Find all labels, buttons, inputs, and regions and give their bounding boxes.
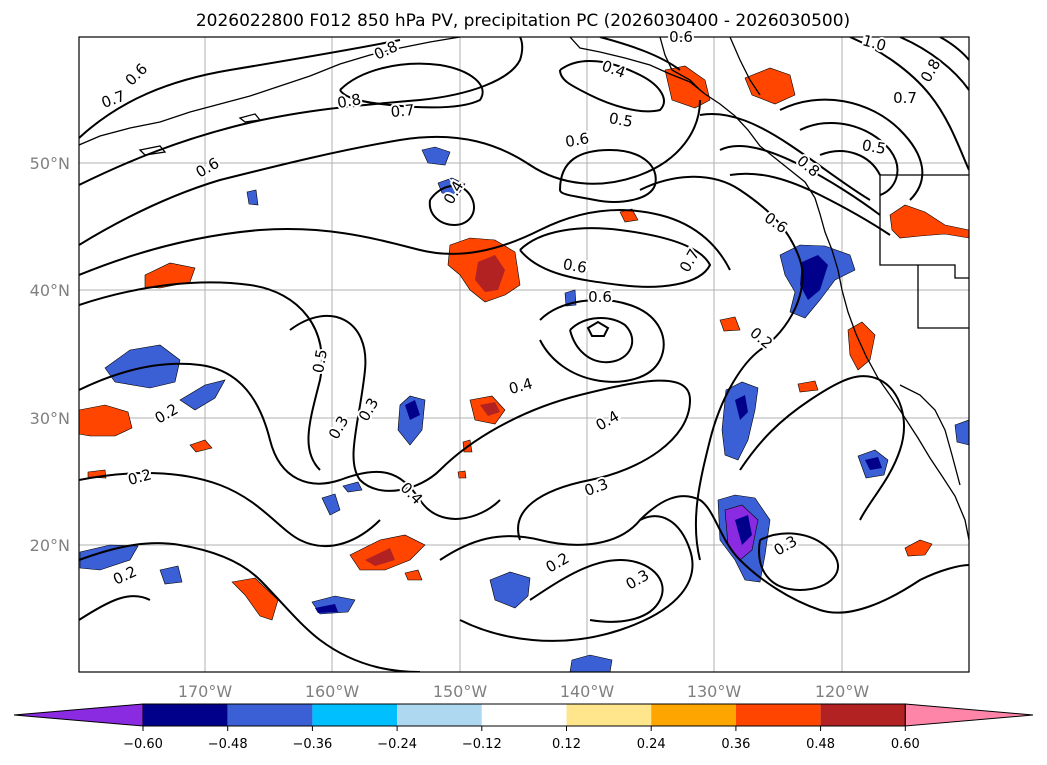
contour-label: 0.7	[893, 89, 917, 107]
map-area	[79, 37, 969, 672]
contour-label: 0.6	[669, 28, 693, 46]
lon-label-120w: 120°W	[815, 682, 870, 701]
colorbar-tick-label: 0.36	[721, 737, 750, 752]
colorbar-segment	[143, 704, 228, 726]
colorbar-segment	[735, 704, 821, 726]
lat-label-20n: 20°N	[30, 536, 70, 555]
colorbar-extend-left	[13, 703, 144, 727]
colorbar-tick-label: 0.12	[552, 737, 581, 752]
gridlines	[79, 37, 969, 672]
lon-label-150w: 150°W	[433, 682, 488, 701]
contour-label: 0.6	[588, 288, 612, 306]
colorbar: −0.60 −0.48 −0.36 −0.24 −0.12 0.12 0.24 0.36 0.4…	[13, 703, 1034, 752]
lat-label-50n: 50°N	[30, 154, 70, 173]
lat-label-40n: 40°N	[30, 281, 70, 300]
colorbar-segment	[566, 704, 652, 726]
map-content	[79, 37, 969, 672]
lon-label-140w: 140°W	[560, 682, 615, 701]
colorbar-segment	[820, 704, 906, 726]
lon-label-170w: 170°W	[178, 682, 233, 701]
colorbar-segment	[397, 704, 482, 726]
figure-title: 2026022800 F012 850 hPa PV, precipitatio…	[196, 11, 850, 31]
map-frame	[78, 36, 970, 673]
colorbar-extend-right	[904, 703, 1034, 727]
colorbar-tick-label: −0.24	[377, 737, 417, 752]
lon-label-160w: 160°W	[305, 682, 360, 701]
colorbar-segment	[481, 704, 567, 726]
colorbar-tick-label: −0.48	[208, 737, 248, 752]
lon-label-130w: 130°W	[687, 682, 742, 701]
colorbar-tick-label: −0.12	[462, 737, 502, 752]
colorbar-tick-label: −0.60	[123, 737, 163, 752]
lat-label-30n: 30°N	[30, 409, 70, 428]
precip-positive-areas	[79, 65, 969, 621]
contour-label: 0.5	[861, 136, 888, 158]
colorbar-border	[142, 703, 906, 727]
colorbar-tick-label: 0.60	[891, 737, 920, 752]
colorbar-segment	[651, 704, 736, 726]
colorbar-tick-label: 0.48	[806, 737, 835, 752]
colorbar-tick-label: −0.36	[292, 737, 332, 752]
pv-contours	[79, 37, 969, 672]
colorbar-segment	[227, 704, 313, 726]
contour-label: 0.7	[390, 101, 415, 121]
colorbar-segment	[312, 704, 398, 726]
colorbar-tick-label: 0.24	[637, 737, 666, 752]
